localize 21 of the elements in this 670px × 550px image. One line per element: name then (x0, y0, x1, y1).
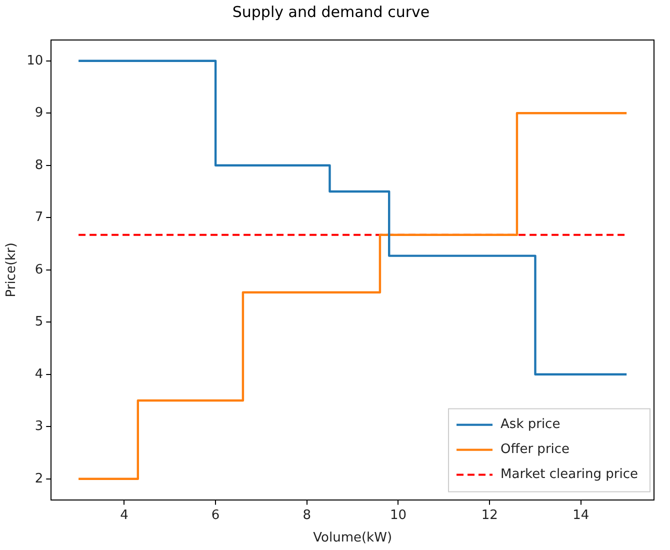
x-tick-label: 6 (211, 508, 220, 523)
y-tick-label: 8 (34, 158, 44, 173)
y-tick-label: 5 (34, 314, 44, 330)
legend-label: Offer price (500, 442, 570, 458)
x-axis-title: Volume(kW) (313, 530, 392, 546)
legend-label: Market clearing price (500, 467, 638, 482)
y-tick-label: 10 (26, 53, 44, 68)
y-tick-label: 6 (34, 262, 44, 278)
x-tick-label: 10 (390, 508, 407, 523)
y-tick-label: 4 (34, 366, 44, 382)
x-tick-label: 8 (302, 508, 312, 523)
x-tick-label: 14 (572, 508, 590, 523)
y-tick-label: 7 (34, 210, 44, 226)
legend-label: Ask price (500, 417, 560, 432)
y-axis-title: Price(kr) (4, 242, 20, 298)
chart-title: Supply and demand curve (232, 2, 430, 21)
y-tick-label: 3 (34, 419, 44, 434)
y-tick-label: 2 (34, 471, 44, 486)
x-tick-label: 12 (481, 508, 498, 523)
y-tick-label: 9 (34, 106, 44, 121)
x-tick-label: 4 (120, 508, 128, 523)
